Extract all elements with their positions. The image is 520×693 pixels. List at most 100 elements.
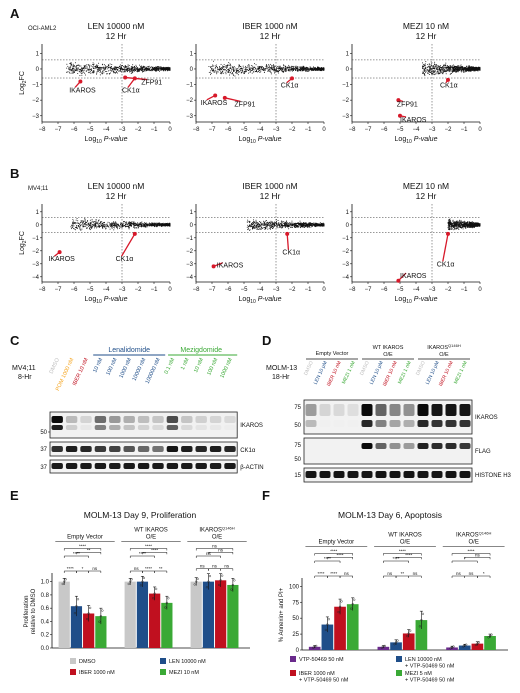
data-point xyxy=(307,225,309,227)
data-point xyxy=(449,69,451,71)
data-point xyxy=(70,64,72,66)
data-point xyxy=(73,68,75,70)
data-point xyxy=(292,66,294,68)
highlight-point-ikaros xyxy=(78,79,83,84)
data-point xyxy=(128,67,130,69)
data-point xyxy=(219,66,221,68)
highlight-point-ikaros xyxy=(211,264,216,269)
data-point xyxy=(303,225,305,227)
data-point xyxy=(299,224,301,226)
data-point xyxy=(226,70,228,72)
data-point xyxy=(119,70,121,72)
data-point xyxy=(120,65,122,67)
data-point xyxy=(257,65,259,67)
data-point xyxy=(319,69,321,71)
data-point xyxy=(269,226,271,228)
data-point xyxy=(80,65,82,67)
background-points xyxy=(208,60,325,77)
data-point xyxy=(107,73,109,75)
data-point xyxy=(142,225,144,227)
data-point xyxy=(467,69,469,71)
y-tick-label: −2 xyxy=(342,98,350,104)
data-point xyxy=(114,225,116,227)
data-point xyxy=(142,70,144,72)
data-point xyxy=(71,69,73,71)
data-point xyxy=(302,224,304,226)
cell-line-label: OCI-AML2 xyxy=(28,26,57,32)
data-point xyxy=(301,68,303,70)
data-point xyxy=(291,224,293,226)
data-point xyxy=(456,65,458,67)
data-point xyxy=(229,66,231,68)
data-point xyxy=(88,226,90,228)
data-point xyxy=(231,73,233,75)
data-point xyxy=(73,220,75,222)
data-point xyxy=(422,69,424,71)
data-point xyxy=(236,68,238,70)
x-tick-label: −5 xyxy=(241,287,249,293)
data-point xyxy=(272,223,274,225)
data-point xyxy=(275,70,277,71)
data-point xyxy=(281,68,283,70)
x-tick-label: −2 xyxy=(135,287,143,293)
data-point xyxy=(293,226,295,228)
data-point xyxy=(87,219,89,221)
data-point xyxy=(158,224,160,225)
highlight-point-ck1 xyxy=(132,231,137,236)
data-point xyxy=(103,68,105,70)
data-point xyxy=(79,71,81,73)
data-point xyxy=(215,64,217,66)
data-point xyxy=(123,71,125,73)
data-point xyxy=(445,71,447,73)
plot-title: MEZI 10 nM xyxy=(403,181,449,191)
data-point xyxy=(303,227,305,229)
data-point xyxy=(146,66,147,68)
x-tick-label: 0 xyxy=(322,287,326,293)
data-point xyxy=(254,222,256,224)
data-point xyxy=(283,221,285,223)
data-point xyxy=(98,226,100,228)
data-point xyxy=(297,222,299,224)
data-point xyxy=(77,68,79,70)
data-point xyxy=(130,222,132,224)
data-point xyxy=(466,65,468,67)
data-point xyxy=(141,66,143,68)
data-point xyxy=(251,68,253,70)
data-point xyxy=(273,66,275,68)
data-point xyxy=(96,222,98,224)
data-point xyxy=(239,67,241,69)
data-point xyxy=(259,225,261,227)
data-point xyxy=(291,70,293,72)
data-point xyxy=(230,70,232,72)
data-point xyxy=(111,225,113,227)
data-point xyxy=(297,67,299,69)
data-point xyxy=(290,67,292,69)
data-point xyxy=(285,67,287,69)
y-tick-label: −4 xyxy=(32,275,40,281)
data-point xyxy=(268,67,270,69)
data-point xyxy=(235,69,237,71)
data-point xyxy=(317,223,319,225)
data-point xyxy=(123,225,125,227)
data-point xyxy=(109,228,111,230)
data-point xyxy=(89,219,91,221)
data-point xyxy=(254,71,256,73)
data-point xyxy=(255,219,257,221)
data-point xyxy=(164,222,166,224)
data-point xyxy=(308,68,310,70)
data-point xyxy=(86,224,88,226)
data-point xyxy=(126,221,128,223)
data-point xyxy=(88,223,90,225)
data-point xyxy=(434,71,436,73)
data-point xyxy=(85,222,87,224)
data-point xyxy=(94,68,96,70)
data-point xyxy=(227,64,229,66)
data-point xyxy=(455,70,457,72)
data-point xyxy=(301,70,303,72)
data-point xyxy=(431,66,433,68)
data-point xyxy=(162,222,164,224)
data-point xyxy=(108,72,110,74)
data-point xyxy=(72,67,74,69)
data-point xyxy=(458,66,460,68)
data-point xyxy=(436,73,438,75)
